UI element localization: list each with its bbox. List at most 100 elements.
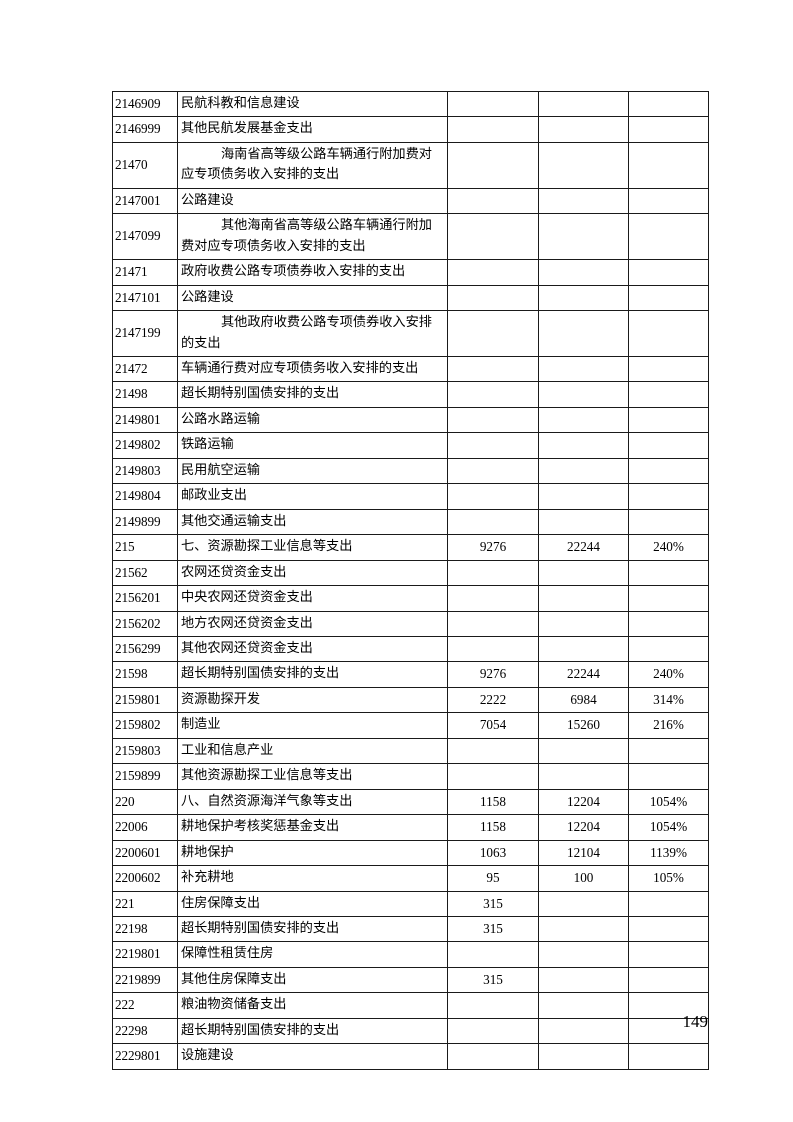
cell-code: 2149802 bbox=[112, 432, 178, 459]
cell-value-1 bbox=[447, 406, 539, 434]
cell-value-1 bbox=[447, 381, 539, 408]
cell-value-2: 12204 bbox=[538, 814, 629, 841]
cell-item-name: 公路建设 bbox=[177, 187, 448, 215]
cell-code: 2156202 bbox=[112, 610, 178, 637]
cell-value-1 bbox=[447, 483, 539, 510]
table-row: 2146909 民航科教和信息建设 bbox=[112, 90, 709, 118]
cell-value-1 bbox=[447, 213, 539, 261]
cell-item-name: 工业和信息产业 bbox=[177, 737, 448, 765]
cell-code: 2156201 bbox=[112, 585, 178, 612]
cell-item-name: 八、自然资源海洋气象等支出 bbox=[177, 788, 448, 816]
cell-value-2 bbox=[538, 213, 629, 261]
cell-value-1: 7054 bbox=[447, 712, 539, 739]
cell-code: 21471 bbox=[112, 259, 178, 286]
cell-code: 2229801 bbox=[112, 1043, 178, 1070]
cell-value-2 bbox=[538, 310, 629, 357]
cell-code: 22006 bbox=[112, 814, 178, 841]
cell-item-name: 超长期特别国债安排的支出 bbox=[177, 1017, 448, 1045]
table-row: 2149802 铁路运输 bbox=[112, 432, 709, 459]
table-row: 2147101 公路建设 bbox=[112, 284, 709, 312]
cell-code: 21562 bbox=[112, 559, 178, 587]
cell-code: 2146909 bbox=[112, 90, 178, 118]
cell-value-2: 12204 bbox=[538, 788, 629, 816]
cell-code: 2147099 bbox=[112, 213, 178, 261]
cell-value-3: 105% bbox=[628, 865, 709, 892]
page-number: 149 bbox=[682, 1012, 709, 1031]
cell-value-3 bbox=[628, 508, 709, 536]
cell-value-2 bbox=[538, 483, 629, 510]
cell-code: 2149899 bbox=[112, 508, 178, 536]
cell-item-name: 其他海南省高等级公路车辆通行附加费对应专项债务收入安排的支出 bbox=[177, 213, 448, 261]
cell-item-name: 政府收费公路专项债券收入安排的支出 bbox=[177, 259, 448, 286]
cell-item-name: 资源勘探开发 bbox=[177, 686, 448, 714]
cell-value-1 bbox=[447, 310, 539, 357]
cell-value-3 bbox=[628, 559, 709, 587]
cell-value-2 bbox=[538, 941, 629, 968]
cell-value-3 bbox=[628, 915, 709, 943]
cell-item-name: 超长期特别国债安排的支出 bbox=[177, 661, 448, 688]
table-row: 2229801 设施建设 bbox=[112, 1043, 709, 1070]
cell-value-1 bbox=[447, 284, 539, 312]
cell-value-3 bbox=[628, 355, 709, 383]
cell-value-2: 6984 bbox=[538, 686, 629, 714]
table-row: 215 七、资源勘探工业信息等支出 9276 22244 240% bbox=[112, 534, 709, 561]
cell-value-1 bbox=[447, 737, 539, 765]
table-row: 221 住房保障支出 315 bbox=[112, 890, 709, 917]
cell-item-name: 车辆通行费对应专项债务收入安排的支出 bbox=[177, 355, 448, 383]
budget-expenditure-table: 2146909 民航科教和信息建设 2146999 其他民航发展基金支出 21470 海南… bbox=[112, 90, 709, 1070]
cell-value-2 bbox=[538, 1043, 629, 1070]
cell-item-name: 粮油物资储备支出 bbox=[177, 992, 448, 1019]
cell-item-name: 农网还贷资金支出 bbox=[177, 559, 448, 587]
cell-value-2 bbox=[538, 992, 629, 1019]
cell-value-3 bbox=[628, 310, 709, 357]
cell-value-3: 1054% bbox=[628, 814, 709, 841]
table-row: 2159899 其他资源勘探工业信息等支出 bbox=[112, 763, 709, 790]
cell-value-1 bbox=[447, 259, 539, 286]
cell-value-3: 216% bbox=[628, 712, 709, 739]
cell-value-1: 95 bbox=[447, 865, 539, 892]
cell-value-3: 240% bbox=[628, 661, 709, 688]
cell-code: 2159899 bbox=[112, 763, 178, 790]
cell-item-name: 七、资源勘探工业信息等支出 bbox=[177, 534, 448, 561]
cell-value-1 bbox=[447, 508, 539, 536]
cell-code: 21470 bbox=[112, 141, 178, 189]
cell-value-3 bbox=[628, 737, 709, 765]
cell-code: 2147001 bbox=[112, 187, 178, 215]
cell-value-3: 1054% bbox=[628, 788, 709, 816]
cell-value-2 bbox=[538, 763, 629, 790]
cell-code: 21472 bbox=[112, 355, 178, 383]
cell-value-3: 314% bbox=[628, 686, 709, 714]
cell-code: 2149803 bbox=[112, 457, 178, 485]
cell-item-name: 民用航空运输 bbox=[177, 457, 448, 485]
cell-value-2 bbox=[538, 915, 629, 943]
table-row: 2149803 民用航空运输 bbox=[112, 457, 709, 485]
cell-value-1 bbox=[447, 585, 539, 612]
cell-item-name: 补充耕地 bbox=[177, 865, 448, 892]
cell-code: 22198 bbox=[112, 915, 178, 943]
table-row: 21562 农网还贷资金支出 bbox=[112, 559, 709, 587]
cell-item-name: 其他资源勘探工业信息等支出 bbox=[177, 763, 448, 790]
cell-value-2 bbox=[538, 90, 629, 118]
cell-value-2 bbox=[538, 559, 629, 587]
table-row: 2156201 中央农网还贷资金支出 bbox=[112, 585, 709, 612]
cell-value-1 bbox=[447, 559, 539, 587]
table-row: 22006 耕地保护考核奖惩基金支出 1158 12204 1054% bbox=[112, 814, 709, 841]
cell-code: 21598 bbox=[112, 661, 178, 688]
cell-value-2 bbox=[538, 737, 629, 765]
cell-value-2 bbox=[538, 585, 629, 612]
cell-value-2 bbox=[538, 457, 629, 485]
cell-code: 22298 bbox=[112, 1017, 178, 1045]
cell-code: 2159803 bbox=[112, 737, 178, 765]
cell-value-1 bbox=[447, 610, 539, 637]
cell-value-1 bbox=[447, 457, 539, 485]
cell-value-3 bbox=[628, 483, 709, 510]
table-row: 2219899 其他住房保障支出 315 bbox=[112, 966, 709, 994]
cell-value-2 bbox=[538, 610, 629, 637]
cell-value-1 bbox=[447, 355, 539, 383]
cell-item-name: 其他交通运输支出 bbox=[177, 508, 448, 536]
cell-value-3: 1139% bbox=[628, 839, 709, 867]
cell-item-name: 其他政府收费公路专项债券收入安排的支出 bbox=[177, 310, 448, 357]
cell-value-2: 22244 bbox=[538, 661, 629, 688]
cell-value-1: 315 bbox=[447, 890, 539, 917]
table-row: 2156202 地方农网还贷资金支出 bbox=[112, 610, 709, 637]
